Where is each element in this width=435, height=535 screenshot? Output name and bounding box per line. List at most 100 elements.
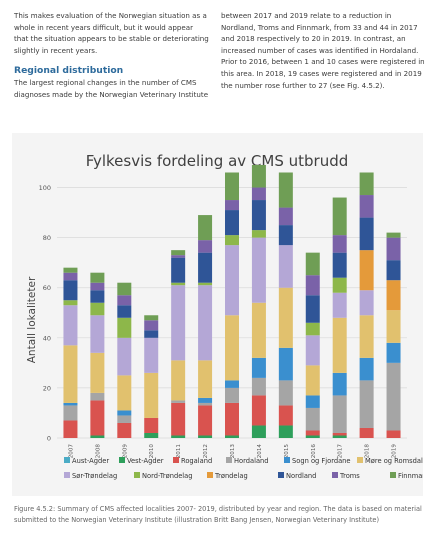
x-tick-label: 2019 <box>392 444 398 459</box>
intro-paragraph: This makes evaluation of the Norwegian s… <box>14 11 209 55</box>
legend-item: Nord-Trøndelag <box>134 472 193 480</box>
bar-segment <box>359 357 374 381</box>
bar-segment <box>305 322 320 336</box>
bar-segment <box>251 395 266 426</box>
bar-segment <box>171 285 186 361</box>
bar-segment <box>359 250 374 291</box>
bar-segment <box>386 362 401 431</box>
caption-text: Figure 4.5.2: Summary of CMS affected lo… <box>14 505 422 524</box>
bar-segment <box>144 330 159 338</box>
legend-label: Vest-Agder <box>127 457 164 465</box>
legend-swatch <box>64 472 70 478</box>
bar-segment <box>225 172 239 201</box>
legend-label: Sogn og Fjordane <box>292 457 351 465</box>
x-tick-label: 2017 <box>338 444 344 459</box>
bar-segment <box>359 195 374 218</box>
bar-segment <box>359 380 374 428</box>
legend-item: Møre og Romsdal <box>357 457 423 465</box>
bar-segment <box>225 210 239 236</box>
bar-segment <box>305 275 320 296</box>
bar-segment <box>305 435 320 438</box>
regional-paragraph: The largest regional changes in the numb… <box>14 78 209 99</box>
bar-segment <box>305 365 320 396</box>
bar-segment <box>386 232 401 238</box>
bar-segment <box>90 272 105 283</box>
bar-segment <box>386 310 401 343</box>
bar-segment <box>63 345 78 403</box>
bar-segment <box>117 295 132 306</box>
bar-segment <box>251 237 266 303</box>
legend-swatch <box>357 457 363 463</box>
legend-item: Vest-Agder <box>119 457 164 465</box>
legend-swatch <box>332 472 338 478</box>
bar-segment <box>171 250 186 256</box>
bar-segment <box>332 372 347 396</box>
bar-segment <box>332 317 347 373</box>
bar-segment <box>251 230 266 238</box>
bar-segment <box>171 435 186 438</box>
bar-segment <box>63 280 78 301</box>
bar-segment <box>63 305 78 346</box>
legend-item: Sør-Trøndelag <box>64 472 117 480</box>
bar-segment <box>332 395 347 433</box>
bar-segment <box>278 347 293 381</box>
bar-segment <box>171 360 186 401</box>
bar-segment <box>117 305 132 318</box>
x-tick-label: 2013 <box>230 444 236 459</box>
legend-item: Troms <box>332 472 360 480</box>
bar-segment <box>90 282 105 291</box>
right-paragraph: between 2017 and 2019 relate to a reduct… <box>221 11 425 90</box>
bar-segment <box>225 402 239 436</box>
bar-segment <box>225 380 239 388</box>
y-tick-label: 60 <box>43 284 51 292</box>
legend-item: Finnmark <box>390 472 423 480</box>
figure-caption: Figure 4.5.2: Summary of CMS affected lo… <box>14 504 426 525</box>
bar-segment <box>90 352 105 393</box>
bar-segment <box>171 255 186 258</box>
bar-segment <box>359 217 374 251</box>
y-axis-label: Antall lokaliteter <box>26 276 38 363</box>
bar-segment <box>386 430 401 438</box>
legend-swatch <box>119 457 125 463</box>
bar-segment <box>198 252 213 283</box>
bar-segment <box>144 372 159 418</box>
bar-segment <box>278 287 293 348</box>
legend-label: Finnmark <box>398 472 423 480</box>
y-tick-label: 20 <box>43 384 51 392</box>
y-tick-label: 40 <box>43 334 51 342</box>
legend-item: Hordaland <box>226 457 269 465</box>
bar-segment <box>332 197 347 236</box>
legend-swatch <box>226 457 232 463</box>
bar-segment <box>198 360 213 398</box>
bar-segment <box>305 430 320 436</box>
bar-segment <box>359 172 374 196</box>
bar-segment <box>144 315 159 321</box>
bar-segment <box>90 290 105 303</box>
bar-segment <box>386 342 401 363</box>
bar-segment <box>90 400 105 436</box>
bar-segment <box>198 240 213 253</box>
bar-segment <box>278 172 293 208</box>
bar-segment <box>117 415 132 423</box>
bar-segment <box>117 317 132 338</box>
bar-segment <box>63 267 78 273</box>
x-tick-label: 2016 <box>311 444 317 459</box>
legend-label: Nord-Trøndelag <box>142 472 193 480</box>
bar-segment <box>63 405 78 421</box>
legend-swatch <box>390 472 396 478</box>
bar-segment <box>278 245 293 288</box>
bar-segment <box>332 235 347 253</box>
y-tick-label: 80 <box>43 234 51 242</box>
legend-label: Troms <box>339 472 360 480</box>
chart-title: Fylkesvis fordeling av CMS utbrudd <box>86 152 349 170</box>
bar-segment <box>63 300 78 306</box>
bar-segment <box>278 405 293 426</box>
bar-segment <box>251 200 266 231</box>
x-tick-label: 2011 <box>176 444 182 459</box>
legend-swatch <box>64 457 70 463</box>
bar-segment <box>117 410 132 416</box>
legend-swatch <box>207 472 213 478</box>
bar-segment <box>63 420 78 438</box>
bar-segment <box>90 392 105 401</box>
bar-segment <box>332 432 347 436</box>
